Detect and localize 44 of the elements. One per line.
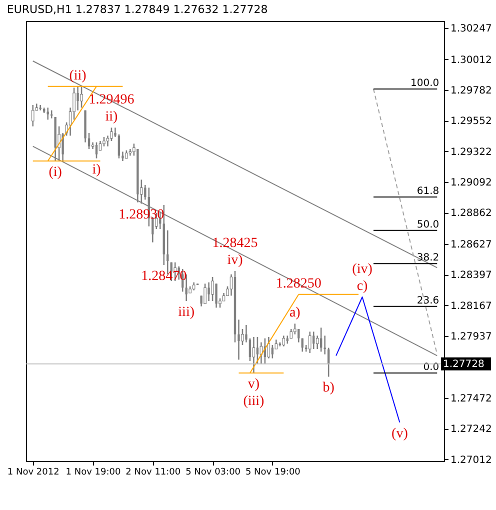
annotation: (v) <box>392 426 408 442</box>
legend-label: 100.0 <box>410 78 440 89</box>
y-tick-label: 1.29092 <box>450 178 492 189</box>
y-tick-label: 1.29322 <box>450 146 492 158</box>
y-tick-label: 1.28862 <box>450 208 492 220</box>
annotation: (i) <box>48 165 62 180</box>
x-tick-label: 1 Nov 2012 <box>7 468 60 478</box>
legend-label: 23.6 <box>416 295 440 306</box>
annotation: 1.28930 <box>118 208 164 223</box>
y-tick-label: 1.27242 <box>450 424 492 436</box>
chart-title: EURUSD,H1 1.27837 1.27849 1.27632 1.27728 <box>6 3 268 16</box>
annotation: a) <box>289 306 301 321</box>
annotation: (iii) <box>243 394 265 409</box>
y-tick-label: 1.27012 <box>450 454 492 466</box>
y-tick-label: 1.29552 <box>450 116 492 128</box>
annotation: i) <box>92 162 102 178</box>
series-label: 50.0 <box>416 219 440 230</box>
y-tick-label: 1.27472 <box>450 394 492 405</box>
y-tick-label: 1.29782 <box>450 86 492 97</box>
y-tick-label: 1.30247 <box>450 24 492 35</box>
annotation: c) <box>356 279 368 294</box>
y-tick-label: 1.28167 <box>450 300 492 312</box>
annotation: ii) <box>105 110 118 125</box>
annotation: iv) <box>227 253 244 268</box>
annotation: v) <box>248 377 260 392</box>
y-tick-label: 1.28627 <box>450 240 492 251</box>
y-tick-label: 1.27937 <box>450 332 492 343</box>
annotation: 1.28425 <box>212 236 258 251</box>
ref-line-label: 1.27728 <box>443 358 484 370</box>
y-tick-label: 1.30012 <box>450 54 492 66</box>
series-label: 38.2 <box>416 252 440 264</box>
annotation: (ii) <box>69 68 87 84</box>
y-tick-label: 1.28397 <box>450 270 492 282</box>
x-tick-label: 2 Nov 11:00 <box>126 468 181 478</box>
annotation: iii) <box>178 305 195 320</box>
annotation: 1.29496 <box>88 92 134 108</box>
series-label: 61.8 <box>416 186 440 197</box>
annotation: 1.28470 <box>141 269 187 284</box>
x-tick-label: 5 Nov 19:00 <box>245 468 301 478</box>
annotation: 1.28250 <box>276 276 322 292</box>
x-tick-label: 1 Nov 19:00 <box>66 468 122 478</box>
annotation: (iv) <box>352 262 373 277</box>
annotation: b) <box>322 380 335 396</box>
x-tick-label: 5 Nov 03:00 <box>186 468 241 478</box>
